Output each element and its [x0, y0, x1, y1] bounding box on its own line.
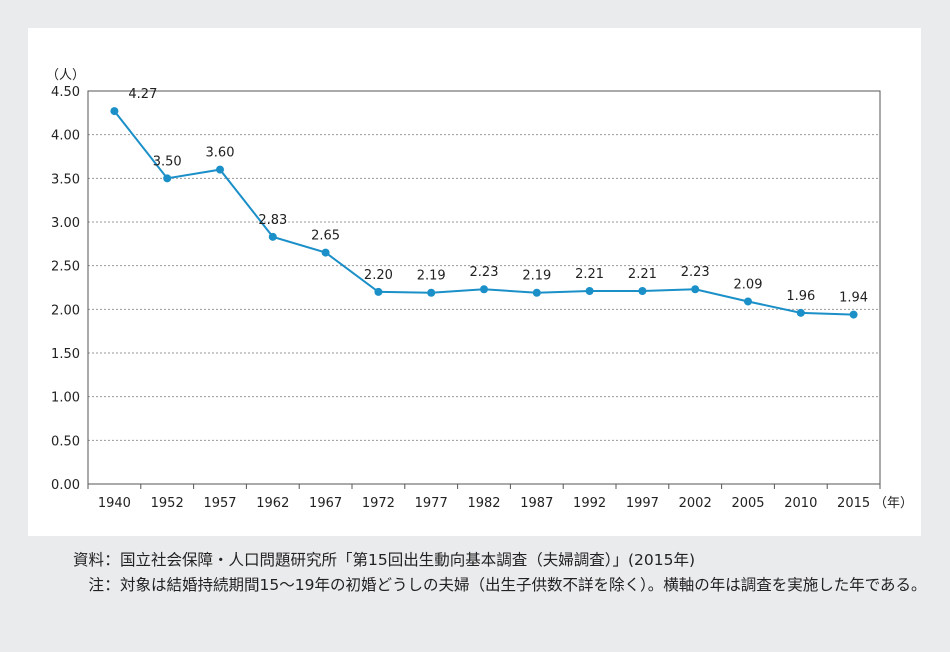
note-label: 注	[88, 576, 104, 594]
chart-notes: 資料 ： 国立社会保障・人口問題研究所「第15回出生動向基本調査（夫婦調査）」(…	[34, 548, 934, 598]
y-tick-label: 0.50	[51, 434, 80, 449]
y-axis-unit: （人）	[46, 68, 85, 83]
plot-frame	[87, 90, 881, 485]
x-axis-unit: （年）	[874, 496, 913, 511]
y-tick-label: 4.00	[51, 129, 80, 144]
x-tick-label: 1957	[203, 496, 236, 511]
y-tick-label: 1.00	[51, 391, 80, 406]
data-label: 2.21	[575, 267, 604, 282]
line-chart: 0.00 0.50 1.00 1.50 2.00 2.50 3.00 3.50 4.00 4.50…	[46, 68, 913, 511]
chart-panel: 0.00 0.50 1.00 1.50 2.00 2.50 3.00 3.50 4.00 4.50…	[28, 28, 921, 536]
source-text: 国立社会保障・人口問題研究所「第15回出生動向基本調査（夫婦調査）」(2015年…	[120, 551, 696, 569]
x-tick-label: 1997	[626, 496, 659, 511]
y-tick-label: 3.00	[51, 216, 80, 231]
y-tick-label: 0.00	[51, 478, 80, 493]
x-tick-label: 1987	[520, 496, 553, 511]
data-label: 2.21	[628, 267, 657, 282]
data-label: 2.23	[470, 265, 499, 280]
x-tick-label: 1972	[362, 496, 395, 511]
data-point	[744, 297, 752, 306]
x-tick-label: 2010	[784, 496, 817, 511]
data-label: 2.19	[417, 269, 446, 284]
data-point	[216, 165, 224, 174]
data-point	[110, 107, 119, 116]
x-tick-label: 1967	[309, 496, 342, 511]
remark-note: 注 ： 対象は結婚持続期間15〜19年の初婚どうしの夫婦（出生子供数不詳を除く）…	[34, 573, 934, 598]
x-tick-label: 2005	[731, 496, 764, 511]
note-text: 対象は結婚持続期間15〜19年の初婚どうしの夫婦（出生子供数不詳を除く）。横軸の…	[120, 576, 927, 594]
data-label: 1.94	[839, 291, 868, 306]
x-tick-label: 2002	[679, 496, 712, 511]
y-tick-label: 3.50	[51, 172, 80, 187]
data-label: 2.83	[258, 213, 287, 228]
source-note: 資料 ： 国立社会保障・人口問題研究所「第15回出生動向基本調査（夫婦調査）」(…	[34, 548, 934, 573]
data-label: 2.09	[734, 277, 763, 292]
data-label: 1.96	[786, 289, 815, 304]
data-point	[321, 248, 330, 257]
data-label: 4.27	[128, 87, 157, 102]
x-tick-label: 2015	[837, 496, 870, 511]
data-point	[849, 310, 858, 319]
data-label: 2.23	[681, 265, 710, 280]
data-label: 2.20	[364, 268, 393, 283]
y-tick-label: 2.50	[51, 260, 80, 275]
data-point	[427, 288, 436, 297]
data-point	[480, 285, 488, 294]
data-point	[691, 285, 700, 294]
data-label: 3.60	[206, 146, 235, 161]
data-point	[585, 286, 594, 295]
y-tick-label: 4.50	[51, 85, 80, 100]
x-tick-label: 1940	[98, 496, 131, 511]
data-point	[163, 174, 172, 183]
x-tick-label: 1982	[467, 496, 500, 511]
y-tick-label: 1.50	[51, 347, 80, 362]
x-tick-label: 1962	[256, 496, 289, 511]
data-label: 3.50	[153, 154, 182, 169]
x-tick-label: 1952	[151, 496, 184, 511]
data-point	[638, 286, 647, 295]
data-label: 2.65	[311, 229, 340, 244]
x-tick-label: 1992	[573, 496, 606, 511]
data-point	[268, 232, 277, 241]
y-tick-label: 2.00	[51, 303, 80, 318]
data-point	[796, 308, 805, 317]
source-label: 資料	[72, 551, 104, 569]
data-label: 2.19	[522, 269, 551, 284]
data-point	[374, 287, 383, 296]
x-tick-label: 1977	[415, 496, 448, 511]
data-point	[532, 288, 541, 297]
